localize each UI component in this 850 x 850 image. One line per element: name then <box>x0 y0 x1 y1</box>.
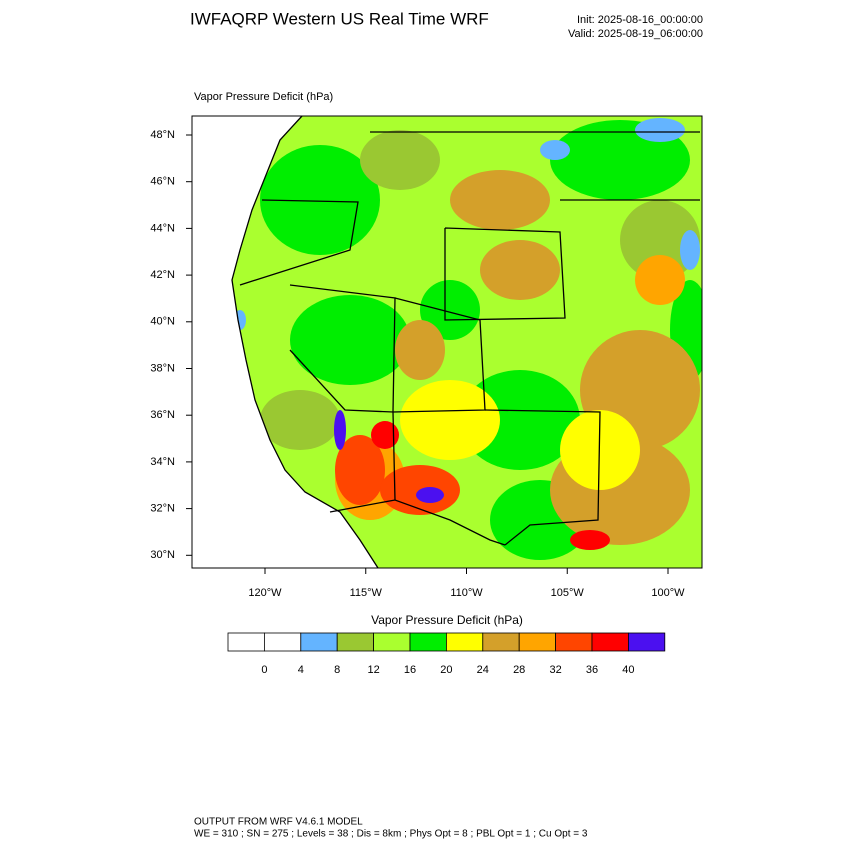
footer-line: WE = 310 ; SN = 275 ; Levels = 38 ; Dis … <box>194 829 588 840</box>
borders <box>231 115 700 569</box>
colorbar-box <box>227 632 265 652</box>
lat-label: 48°N <box>150 129 175 141</box>
colorbar-label: 0 <box>261 664 267 676</box>
colorbar-box <box>373 632 411 652</box>
field-patch <box>416 487 444 503</box>
field-patch <box>371 421 399 449</box>
lon-label: 120°W <box>248 587 282 599</box>
field-patch <box>460 370 580 470</box>
colorbar-box <box>409 632 447 652</box>
lat-label: 38°N <box>150 362 175 374</box>
colorbar-label: 16 <box>404 664 416 676</box>
colorbar-box <box>445 632 484 652</box>
field-patch <box>635 118 685 142</box>
colorbar-label: 20 <box>440 664 452 676</box>
colorbar-label: 12 <box>367 664 379 676</box>
valid-time: Valid: 2025-08-19_06:00:00 <box>568 28 703 40</box>
colorbar-title: Vapor Pressure Deficit (hPa) <box>371 613 523 627</box>
colorbar-label: 28 <box>513 664 525 676</box>
coastline <box>231 115 379 569</box>
lat-label: 46°N <box>150 176 175 188</box>
lon-axis: 120°W 115°W 110°W 105°W 100°W <box>248 568 685 599</box>
lat-axis: 48°N 46°N 44°N 42°N 40°N 38°N 36°N 34°N 32°N 30°N <box>150 129 192 561</box>
colorbar-label: 4 <box>298 664 304 676</box>
colorbar-label: 36 <box>586 664 598 676</box>
colorbar-label: 40 <box>622 664 634 676</box>
colorbar-label: 32 <box>549 664 561 676</box>
lon-label: 115°W <box>350 587 383 599</box>
field-patch <box>335 435 385 505</box>
field-patch <box>260 145 380 255</box>
colorbar-box <box>336 632 375 652</box>
field-patch <box>680 230 700 270</box>
map-field <box>232 116 702 568</box>
state-border <box>239 199 359 286</box>
lat-label: 40°N <box>150 316 175 328</box>
lat-label: 32°N <box>150 503 175 515</box>
state-border <box>484 409 601 546</box>
lat-label: 44°N <box>150 222 175 234</box>
colorbar-box <box>518 632 557 652</box>
colorbar-box <box>263 632 302 652</box>
lon-label: 110°W <box>450 587 483 599</box>
colorbar-label: 24 <box>477 664 489 676</box>
field-patch <box>260 390 340 450</box>
field-patch <box>635 255 685 305</box>
field-patch <box>290 295 410 385</box>
page-title: IWFAQRP Western US Real Time WRF <box>190 9 489 28</box>
field-patch <box>400 380 500 460</box>
colorbar-box <box>591 632 629 652</box>
lon-label: 105°W <box>551 587 585 599</box>
field-patch <box>360 130 440 190</box>
lat-label: 30°N <box>150 549 175 561</box>
colorbar: 0 4 8 12 16 20 24 28 32 36 40 <box>227 632 666 676</box>
field-patch <box>620 200 700 280</box>
field-patch <box>480 240 560 300</box>
map-title: Vapor Pressure Deficit (hPa) <box>194 91 333 103</box>
lat-label: 42°N <box>150 269 175 281</box>
colorbar-box <box>300 632 338 652</box>
colorbar-box <box>628 632 666 652</box>
field-patch <box>450 170 550 230</box>
footer-line: OUTPUT FROM WRF V4.6.1 MODEL <box>194 817 363 828</box>
lat-label: 34°N <box>150 456 175 468</box>
colorbar-label: 8 <box>334 664 340 676</box>
field-patch <box>540 140 570 160</box>
lon-label: 100°W <box>651 587 685 599</box>
init-time: Init: 2025-08-16_00:00:00 <box>577 14 703 26</box>
field-patch <box>420 280 480 340</box>
field-patch <box>570 530 610 550</box>
border-mexico <box>329 499 506 546</box>
field-patch <box>334 410 346 450</box>
state-border <box>444 227 566 321</box>
field-patch <box>560 410 640 490</box>
colorbar-box <box>555 632 593 652</box>
map-frame <box>191 115 703 569</box>
colorbar-box <box>482 632 520 652</box>
lat-label: 36°N <box>150 409 175 421</box>
field-patch <box>395 320 445 380</box>
